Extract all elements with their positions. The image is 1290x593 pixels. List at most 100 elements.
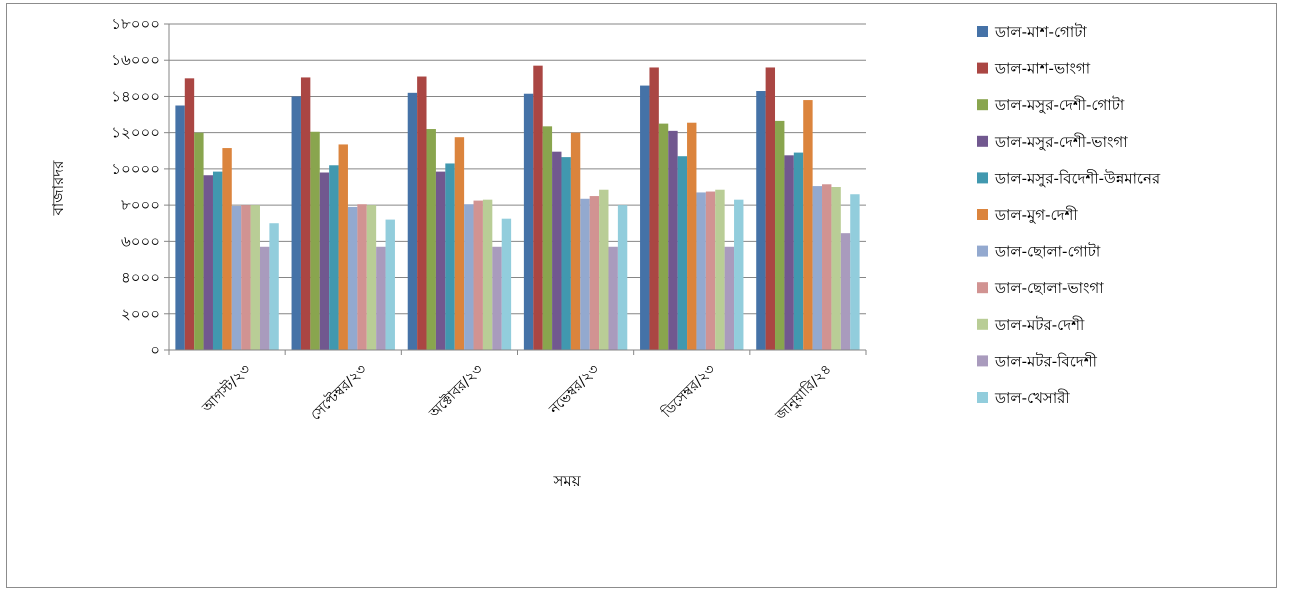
legend-label: ডাল-ছোলা-গোটা bbox=[994, 243, 1101, 261]
bar bbox=[212, 171, 223, 350]
bar bbox=[599, 189, 609, 350]
bar bbox=[426, 129, 436, 350]
bar bbox=[300, 77, 311, 351]
bar bbox=[831, 187, 841, 350]
bar bbox=[775, 120, 785, 350]
bar bbox=[608, 246, 618, 350]
legend-label: ডাল-মাশ-গোটা bbox=[994, 23, 1087, 41]
bar bbox=[570, 132, 581, 350]
legend-swatch bbox=[977, 62, 988, 74]
x-tick-label: সেপ্টেম্বর/২৩ bbox=[307, 361, 370, 424]
bar bbox=[501, 218, 512, 350]
x-tick-label: জানুয়ারি/২৪ bbox=[771, 361, 835, 425]
bar bbox=[850, 194, 860, 350]
bar bbox=[376, 246, 386, 350]
bar bbox=[756, 91, 766, 350]
legend-swatch bbox=[977, 318, 988, 330]
legend-label: ডাল-খেসারী bbox=[994, 389, 1070, 407]
legend-label: ডাল-মসুর-বিদেশী-উন্নমানের bbox=[994, 169, 1161, 187]
legend-swatch bbox=[977, 135, 988, 147]
legend-label: ডাল-মসুর-দেশী-গোটা bbox=[994, 96, 1125, 114]
bar bbox=[696, 192, 706, 350]
x-tick-label: আগস্ট/২৩ bbox=[198, 361, 254, 417]
x-tick-label: নভেম্বর/২৩ bbox=[546, 362, 603, 419]
bar bbox=[417, 76, 427, 351]
bar bbox=[561, 157, 571, 350]
legend-label: ডাল-মটর-বিদেশী bbox=[994, 352, 1098, 370]
y-tick-label: ০ bbox=[150, 341, 160, 359]
bar bbox=[329, 165, 339, 350]
bar bbox=[291, 96, 301, 350]
legend-swatch bbox=[977, 392, 988, 403]
y-tick-label: ২০০০ bbox=[121, 305, 160, 323]
bar bbox=[482, 199, 493, 350]
legend-label: ডাল-মসুর-দেশী-ভাংগা bbox=[994, 133, 1128, 151]
bar bbox=[492, 246, 502, 350]
bar bbox=[793, 152, 804, 350]
bar bbox=[222, 148, 232, 350]
legend: ডাল-মাশ-গোটা ডাল-মাশ-ভাংগা ডাল-মসুর-দেশী-গ… bbox=[977, 23, 1161, 407]
bar bbox=[552, 151, 562, 350]
bar bbox=[734, 199, 744, 350]
bar bbox=[203, 175, 213, 350]
y-tick-label: ১৬০০০ bbox=[111, 51, 160, 69]
bar bbox=[473, 200, 483, 350]
bar bbox=[589, 196, 600, 350]
legend-swatch bbox=[977, 209, 988, 220]
bar bbox=[715, 189, 725, 350]
bar bbox=[705, 191, 716, 350]
gridlines bbox=[169, 23, 866, 315]
bar bbox=[231, 206, 242, 350]
bar bbox=[822, 184, 832, 350]
bar bbox=[617, 205, 628, 350]
bar bbox=[803, 100, 813, 350]
y-tick-label: ১৪০০০ bbox=[111, 87, 160, 105]
x-tick-label: অক্টোবর/২৩ bbox=[426, 362, 487, 423]
bar bbox=[269, 223, 279, 350]
bar bbox=[347, 206, 358, 350]
x-tick-label: ডিসেম্বর/২৩ bbox=[658, 361, 719, 422]
bar bbox=[454, 137, 465, 350]
bar bbox=[677, 156, 688, 350]
legend-swatch bbox=[977, 245, 988, 257]
bar bbox=[464, 204, 474, 350]
legend-swatch bbox=[977, 282, 988, 294]
bar bbox=[184, 78, 195, 350]
bar bbox=[407, 92, 418, 350]
legend-swatch bbox=[977, 172, 988, 184]
legend-swatch bbox=[977, 99, 988, 111]
y-tick-label: ৮০০০ bbox=[121, 196, 160, 214]
bar bbox=[194, 132, 204, 350]
bar bbox=[310, 131, 320, 350]
bar bbox=[523, 93, 534, 350]
bar bbox=[338, 144, 348, 350]
bar bbox=[175, 105, 185, 350]
bar bbox=[385, 219, 395, 350]
bar bbox=[259, 246, 270, 350]
bar bbox=[658, 123, 669, 350]
bar bbox=[250, 205, 260, 350]
bar bbox=[542, 126, 553, 350]
bar bbox=[640, 85, 650, 350]
y-tick-label: ১৮০০০ bbox=[111, 15, 160, 33]
bar bbox=[765, 67, 776, 350]
y-tick-label: ৪০০০ bbox=[121, 269, 160, 287]
bar bbox=[687, 122, 697, 351]
bar bbox=[580, 198, 590, 350]
bar bbox=[649, 67, 659, 350]
bar bbox=[319, 172, 330, 350]
bar bbox=[784, 155, 794, 350]
legend-swatch bbox=[977, 26, 988, 37]
bar bbox=[445, 163, 455, 350]
x-axis-title: সময় bbox=[552, 472, 581, 490]
y-tick-label: ১২০০০ bbox=[111, 124, 160, 142]
bar bbox=[241, 205, 251, 350]
bars bbox=[175, 65, 860, 351]
bar bbox=[724, 246, 735, 350]
y-axis-title: বাজারদর bbox=[49, 160, 67, 217]
y-tick-label: ৬০০০ bbox=[121, 232, 160, 250]
legend-label: ডাল-মুগ-দেশী bbox=[994, 206, 1078, 224]
legend-label: ডাল-ছোলা-ভাংগা bbox=[994, 279, 1104, 297]
bar bbox=[435, 171, 446, 350]
legend-swatch bbox=[977, 355, 988, 367]
